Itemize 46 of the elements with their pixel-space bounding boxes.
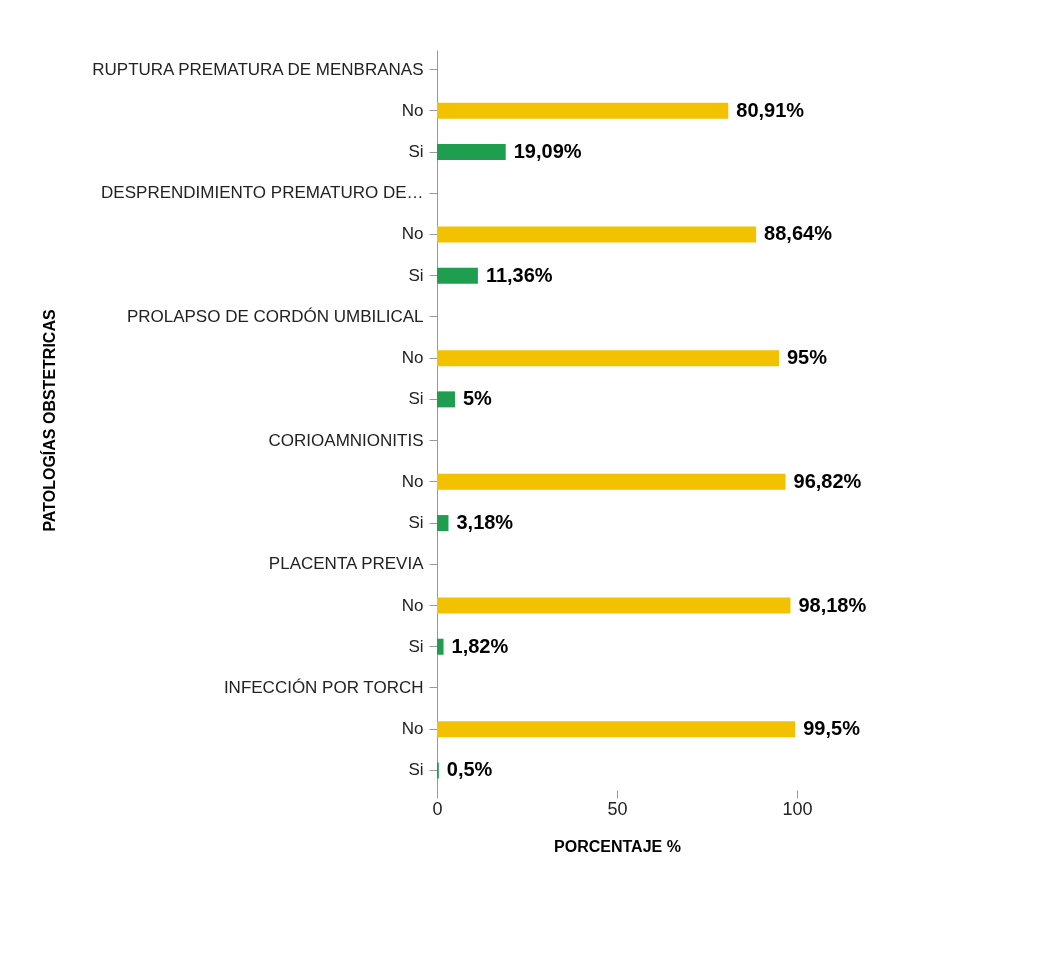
x-tick-label: 100	[782, 798, 813, 819]
bar	[437, 226, 757, 243]
y-tick-label: INFECCIÓN POR TORCH	[223, 677, 424, 697]
y-tick-label: Si	[408, 636, 424, 656]
x-axis-title: PORCENTAJE %	[554, 837, 681, 855]
data-label: 80,91%	[736, 98, 805, 121]
y-tick-label: No	[401, 224, 424, 244]
y-tick-label: No	[401, 595, 424, 615]
y-tick-label: No	[401, 471, 424, 491]
y-tick-label: Si	[408, 265, 424, 285]
y-tick-label: Si	[408, 389, 424, 409]
y-tick-label: Si	[408, 513, 424, 533]
data-label: 19,09%	[513, 140, 582, 163]
data-label: 5%	[463, 387, 493, 410]
bar	[437, 350, 779, 367]
bar	[437, 267, 478, 284]
bar	[437, 473, 786, 490]
bar	[437, 144, 506, 161]
data-label: 95%	[787, 346, 828, 369]
x-tick-label: 50	[607, 798, 628, 819]
data-label: 98,18%	[798, 593, 867, 616]
data-label: 11,36%	[485, 263, 553, 286]
bar	[437, 102, 729, 119]
bar	[437, 515, 449, 532]
y-tick-label: RUPTURA PREMATURA DE MENBRANAS	[92, 59, 424, 79]
x-tick-label: 0	[432, 798, 443, 819]
y-tick-label: PLACENTA PREVIA	[268, 554, 425, 574]
data-label: 88,64%	[764, 222, 833, 245]
data-label: 0,5%	[446, 758, 493, 781]
y-tick-label: CORIOAMNIONITIS	[268, 430, 424, 450]
data-label: 96,82%	[793, 469, 862, 492]
y-tick-label: PROLAPSO DE CORDÓN UMBILICAL	[126, 306, 424, 326]
y-axis-title: PATOLOGÍAS OBSTETRICAS	[39, 309, 58, 532]
y-tick-label: No	[401, 348, 424, 368]
bar	[437, 638, 444, 655]
bar	[437, 597, 791, 614]
y-tick-label: Si	[408, 760, 424, 780]
y-tick-label: DESPRENDIMIENTO PREMATURO DE…	[101, 183, 424, 203]
bar	[437, 391, 455, 408]
y-tick-label: No	[401, 719, 424, 739]
bar	[437, 721, 796, 738]
y-tick-label: No	[401, 100, 424, 120]
data-label: 99,5%	[803, 717, 861, 740]
data-label: 1,82%	[451, 634, 509, 657]
data-label: 3,18%	[456, 511, 514, 534]
y-tick-label: Si	[408, 142, 424, 162]
